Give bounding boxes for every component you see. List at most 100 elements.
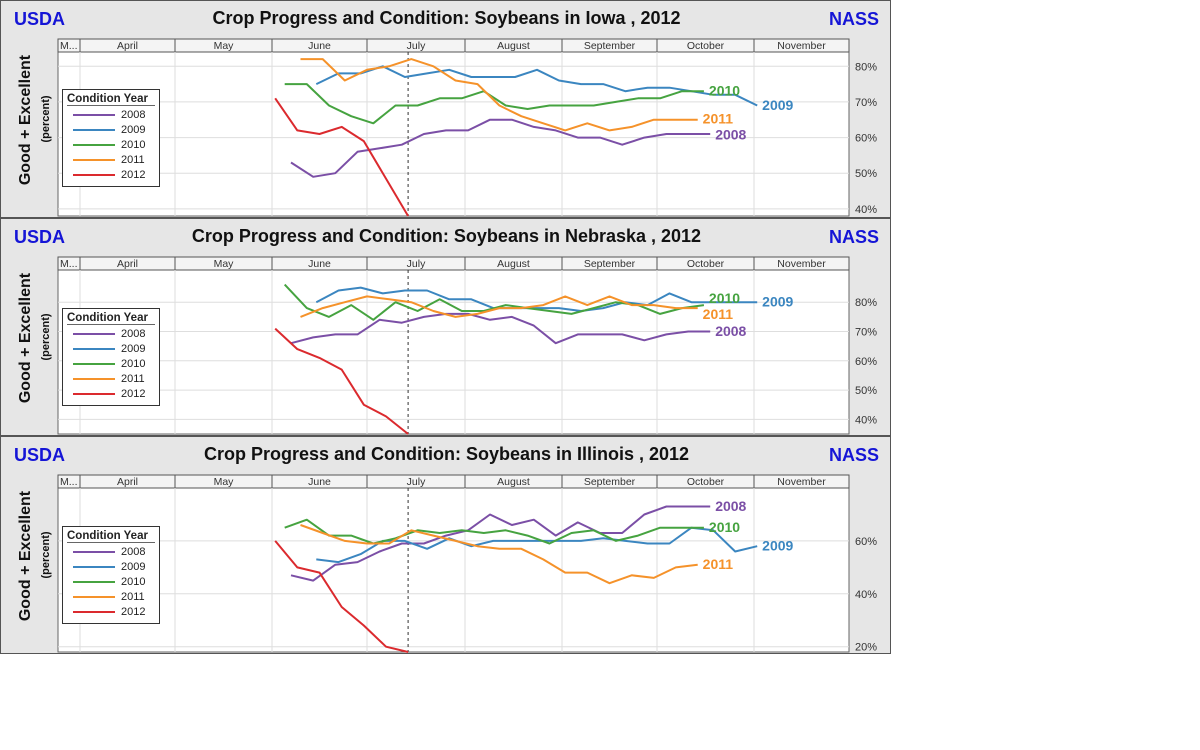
month-label: M... xyxy=(60,40,78,52)
end-label-2011: 2011 xyxy=(703,110,734,126)
legend-label: 2008 xyxy=(121,545,146,558)
legend-label: 2012 xyxy=(121,168,146,181)
legend-swatch xyxy=(73,565,115,568)
legend-title: Condition Year xyxy=(67,312,155,325)
month-label: April xyxy=(117,258,138,270)
chart-panel-iowa: USDA NASS Crop Progress and Condition: Soy… xyxy=(0,0,891,218)
series-line-2008 xyxy=(290,312,711,345)
y-tick-label: 40% xyxy=(855,414,877,426)
legend-swatch xyxy=(73,332,115,335)
legend-swatch xyxy=(73,143,115,146)
legend-label: 2011 xyxy=(121,153,145,166)
legend-label: 2011 xyxy=(121,372,145,385)
legend-label: 2009 xyxy=(121,123,146,136)
legend-swatch xyxy=(73,362,115,365)
month-label: M... xyxy=(60,476,78,488)
legend-label: 2010 xyxy=(121,138,146,151)
end-label-2008: 2008 xyxy=(715,323,746,339)
legend: Condition Year 2008 2009 2010 2011 2012 xyxy=(62,89,160,187)
month-label: July xyxy=(407,40,426,52)
legend-item: 2008 xyxy=(67,326,155,341)
legend-swatch xyxy=(73,610,115,613)
plot-background xyxy=(57,487,850,653)
y-tick-label: 80% xyxy=(855,61,877,73)
nass-logo-text: NASS xyxy=(828,9,879,29)
legend-item: 2008 xyxy=(67,544,155,559)
month-label: April xyxy=(117,40,138,52)
usda-logo-text: USDA xyxy=(14,445,66,465)
month-label: August xyxy=(497,476,530,488)
series-line-2008 xyxy=(290,505,711,582)
y-tick-label: 40% xyxy=(855,589,877,601)
end-label-2009: 2009 xyxy=(762,538,793,554)
month-label: June xyxy=(308,258,331,270)
legend-label: 2012 xyxy=(121,387,146,400)
legend-swatch xyxy=(73,113,115,116)
end-label-2008: 2008 xyxy=(715,126,746,142)
chart-title: Crop Progress and Condition: Soybeans in… xyxy=(191,226,702,246)
y-tick-label: 60% xyxy=(855,356,877,368)
usda-logo-text: USDA xyxy=(14,227,66,247)
month-label: September xyxy=(584,40,636,52)
y-tick-label: 40% xyxy=(855,204,877,216)
legend-item: 2010 xyxy=(67,137,155,152)
legend-item: 2008 xyxy=(67,107,155,122)
nass-logo-text: NASS xyxy=(828,445,879,465)
end-label-2011: 2011 xyxy=(703,556,734,572)
month-label: June xyxy=(308,40,331,52)
month-label: August xyxy=(497,258,530,270)
month-header-cell xyxy=(753,256,850,271)
plot-area: M... April May June July August September Octob… xyxy=(57,474,877,654)
legend-item: 2011 xyxy=(67,152,155,167)
legend-label: 2008 xyxy=(121,108,146,121)
month-label: October xyxy=(687,258,725,270)
month-label: June xyxy=(308,476,331,488)
chart-panel-nebraska: USDA NASS Crop Progress and Condition: Soy… xyxy=(0,218,891,436)
end-label-2010: 2010 xyxy=(709,290,740,306)
month-label: May xyxy=(214,476,235,488)
end-label-2008: 2008 xyxy=(715,498,746,514)
nass-logo-text: NASS xyxy=(828,227,879,247)
y-tick-label: 60% xyxy=(855,133,877,145)
month-header-cell xyxy=(753,474,850,489)
month-label: November xyxy=(777,40,826,52)
legend-swatch xyxy=(73,173,115,176)
y-tick-label: 50% xyxy=(855,168,877,180)
month-label: May xyxy=(214,40,235,52)
y-tick-label: 70% xyxy=(855,327,877,339)
legend-label: 2009 xyxy=(121,560,146,573)
y-tick-label: 60% xyxy=(855,536,877,548)
legend-title: Condition Year xyxy=(67,530,155,543)
month-label: November xyxy=(777,476,826,488)
y-tick-label: 80% xyxy=(855,297,877,309)
legend-item: 2009 xyxy=(67,122,155,137)
month-label: May xyxy=(214,258,235,270)
legend: Condition Year 2008 2009 2010 2011 2012 xyxy=(62,526,160,624)
legend-label: 2012 xyxy=(121,605,146,618)
legend-swatch xyxy=(73,128,115,131)
month-header-cell xyxy=(753,38,850,53)
month-label: July xyxy=(407,476,426,488)
chart-panel-illinois: USDA NASS Crop Progress and Condition: Soy… xyxy=(0,436,891,654)
legend-item: 2012 xyxy=(67,604,155,619)
legend-item: 2010 xyxy=(67,356,155,371)
end-label-2010: 2010 xyxy=(709,83,740,99)
legend: Condition Year 2008 2009 2010 2011 2012 xyxy=(62,308,160,406)
legend-item: 2011 xyxy=(67,589,155,604)
month-label: November xyxy=(777,258,826,270)
legend-label: 2008 xyxy=(121,327,146,340)
series-line-2010 xyxy=(284,518,704,545)
plot-background xyxy=(57,51,850,217)
legend-swatch xyxy=(73,377,115,380)
month-label: September xyxy=(584,476,636,488)
end-label-2011: 2011 xyxy=(703,306,734,322)
month-label: August xyxy=(497,40,530,52)
chart-title: Crop Progress and Condition: Soybeans in… xyxy=(212,8,681,28)
month-label: M... xyxy=(60,258,78,270)
legend-label: 2010 xyxy=(121,357,146,370)
usda-logo-text: USDA xyxy=(14,9,66,29)
plot-area: M... April May June July August September Octob… xyxy=(57,38,877,217)
month-label: July xyxy=(407,258,426,270)
month-label: October xyxy=(687,476,725,488)
legend-swatch xyxy=(73,580,115,583)
